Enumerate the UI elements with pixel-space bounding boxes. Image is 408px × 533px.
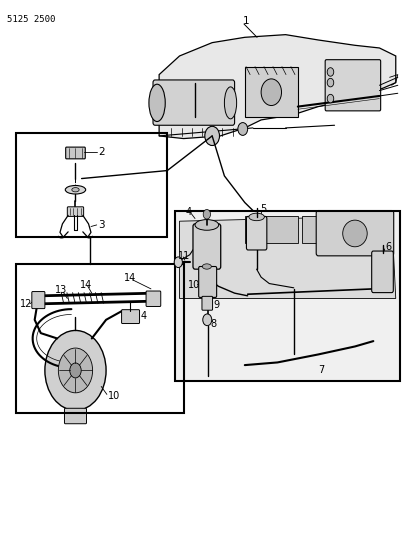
Circle shape — [327, 68, 334, 76]
Text: 14: 14 — [124, 273, 137, 283]
Text: 8: 8 — [210, 319, 216, 329]
FancyBboxPatch shape — [67, 207, 84, 216]
Text: 9: 9 — [213, 300, 220, 310]
FancyBboxPatch shape — [302, 216, 343, 243]
Circle shape — [261, 79, 282, 106]
Text: 5: 5 — [260, 205, 266, 214]
FancyBboxPatch shape — [325, 60, 381, 111]
Circle shape — [70, 363, 81, 378]
Bar — [175, 211, 400, 381]
Circle shape — [203, 314, 212, 326]
Ellipse shape — [249, 213, 264, 221]
Circle shape — [45, 330, 106, 410]
Circle shape — [58, 348, 93, 393]
FancyBboxPatch shape — [66, 147, 85, 159]
FancyBboxPatch shape — [122, 310, 140, 324]
FancyBboxPatch shape — [64, 408, 86, 424]
Ellipse shape — [224, 87, 237, 119]
Circle shape — [203, 209, 211, 219]
FancyBboxPatch shape — [202, 296, 213, 310]
Ellipse shape — [343, 220, 367, 247]
Text: 10: 10 — [108, 391, 120, 401]
FancyBboxPatch shape — [245, 67, 298, 117]
Bar — [16, 133, 167, 237]
Text: 5125 2500: 5125 2500 — [7, 15, 56, 24]
Circle shape — [238, 123, 248, 135]
Text: 7: 7 — [318, 366, 324, 375]
Text: 12: 12 — [20, 299, 33, 309]
Text: 14: 14 — [80, 280, 92, 289]
Bar — [16, 264, 184, 413]
Text: 6: 6 — [386, 243, 392, 252]
Circle shape — [205, 126, 220, 146]
Text: 3: 3 — [98, 220, 104, 230]
FancyBboxPatch shape — [32, 292, 45, 309]
Ellipse shape — [72, 188, 79, 192]
FancyBboxPatch shape — [193, 224, 221, 269]
Text: 4: 4 — [186, 207, 192, 216]
Text: 13: 13 — [55, 286, 67, 295]
Polygon shape — [180, 216, 396, 298]
Ellipse shape — [65, 185, 86, 194]
FancyBboxPatch shape — [347, 216, 388, 243]
Text: 1: 1 — [243, 17, 249, 26]
FancyBboxPatch shape — [372, 251, 393, 293]
Circle shape — [174, 257, 182, 268]
Polygon shape — [159, 35, 396, 139]
FancyBboxPatch shape — [153, 80, 235, 125]
Circle shape — [327, 94, 334, 103]
FancyBboxPatch shape — [245, 216, 298, 243]
Text: 10: 10 — [188, 280, 200, 289]
Text: 2: 2 — [98, 148, 104, 157]
Circle shape — [327, 78, 334, 87]
FancyBboxPatch shape — [199, 266, 217, 297]
FancyBboxPatch shape — [316, 211, 394, 256]
Text: 11: 11 — [177, 251, 190, 261]
Ellipse shape — [149, 84, 165, 122]
Bar — [175, 211, 400, 381]
Text: 4: 4 — [141, 311, 147, 320]
Ellipse shape — [202, 264, 211, 269]
Ellipse shape — [195, 220, 219, 230]
FancyBboxPatch shape — [146, 291, 161, 306]
FancyBboxPatch shape — [246, 216, 267, 250]
